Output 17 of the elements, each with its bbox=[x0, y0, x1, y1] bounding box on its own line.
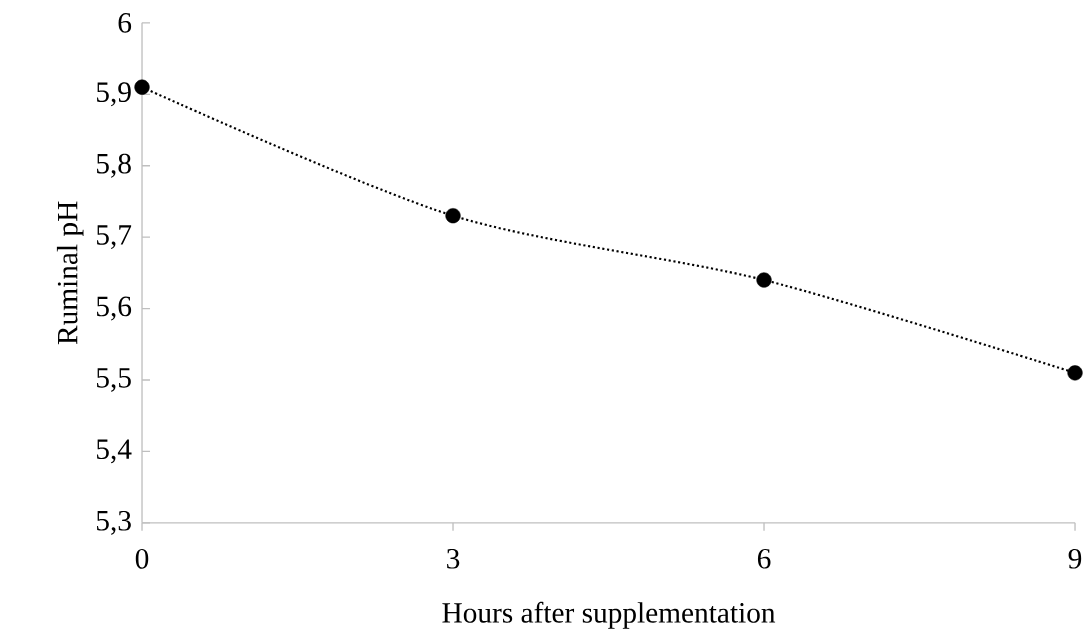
x-tick-label: 3 bbox=[447, 548, 460, 569]
y-tick-label: 5,8 bbox=[97, 153, 131, 178]
y-axis-title: Ruminal pH bbox=[56, 201, 84, 345]
y-tick-label: 5,4 bbox=[97, 439, 132, 464]
point bbox=[134, 79, 150, 95]
x-axis-title: Hours after supplementation bbox=[442, 601, 776, 629]
y-tick-label: 6 bbox=[118, 13, 132, 33]
x-tick-label: 0 bbox=[135, 548, 149, 569]
y-tick-label: 5,5 bbox=[97, 368, 131, 392]
point bbox=[445, 208, 461, 224]
x-tick-label: 6 bbox=[757, 548, 771, 569]
point bbox=[756, 272, 772, 288]
x-tick-label: 9 bbox=[1068, 548, 1082, 569]
y-tick-label: 5,9 bbox=[97, 82, 131, 107]
y-tick-label: 5,7 bbox=[97, 225, 132, 250]
y-tick-label: 5,3 bbox=[97, 510, 131, 535]
y-tick-label: 5,6 bbox=[97, 296, 132, 321]
